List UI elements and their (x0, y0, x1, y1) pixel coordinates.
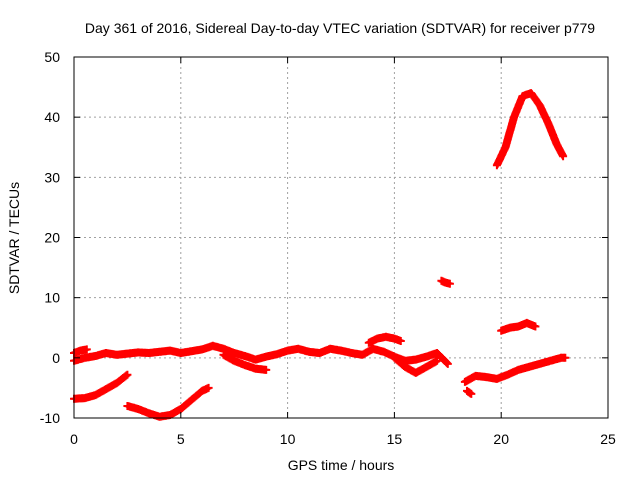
data-point (82, 345, 91, 354)
series-arc-4 (364, 332, 405, 347)
data-point (445, 279, 454, 288)
series-arc-12 (492, 89, 568, 170)
y-tick-labels: -10 0 10 20 30 40 50 (40, 49, 60, 426)
x-tick-label: 0 (70, 431, 78, 447)
series-arc-10 (460, 353, 570, 386)
data-point (123, 370, 132, 379)
y-tick-label: 0 (52, 350, 60, 366)
x-tick-label: 5 (177, 431, 185, 447)
data-point (433, 356, 442, 365)
y-tick-label: 10 (44, 290, 60, 306)
series-arc-1 (70, 341, 452, 368)
y-tick-label: 40 (44, 109, 60, 125)
series-arc-9 (463, 386, 476, 398)
y-tick-label: 30 (44, 169, 60, 185)
series-arc-8 (437, 276, 454, 288)
series-arc-11 (497, 318, 540, 335)
series-arc-3 (219, 350, 271, 374)
x-tick-labels: 0 5 10 15 20 25 (70, 431, 616, 447)
x-tick-label: 10 (280, 431, 296, 447)
grid-lines (74, 57, 608, 418)
data-point (559, 152, 568, 161)
data-point (262, 365, 271, 374)
y-tick-label: 50 (44, 49, 60, 65)
data-point (443, 359, 452, 368)
series-arc-7 (123, 383, 213, 421)
chart-title: Day 361 of 2016, Sidereal Day-to-day VTE… (85, 20, 595, 36)
series-arc-6 (70, 370, 132, 403)
x-axis-label: GPS time / hours (288, 457, 395, 473)
x-tick-label: 20 (493, 431, 509, 447)
data-point (204, 383, 213, 392)
axis-ticks (73, 56, 609, 419)
data-point (531, 322, 540, 331)
x-tick-label: 15 (387, 431, 403, 447)
data-point (561, 353, 570, 362)
y-tick-label: 20 (44, 230, 60, 246)
y-tick-label: -10 (40, 410, 60, 426)
x-tick-label: 25 (600, 431, 616, 447)
series-arc-2 (70, 345, 91, 357)
data-point (396, 337, 405, 345)
y-axis-label: SDTVAR / TECUs (6, 182, 22, 294)
series-arc-5 (390, 353, 442, 377)
data-point (467, 389, 476, 398)
data-points (70, 89, 570, 421)
